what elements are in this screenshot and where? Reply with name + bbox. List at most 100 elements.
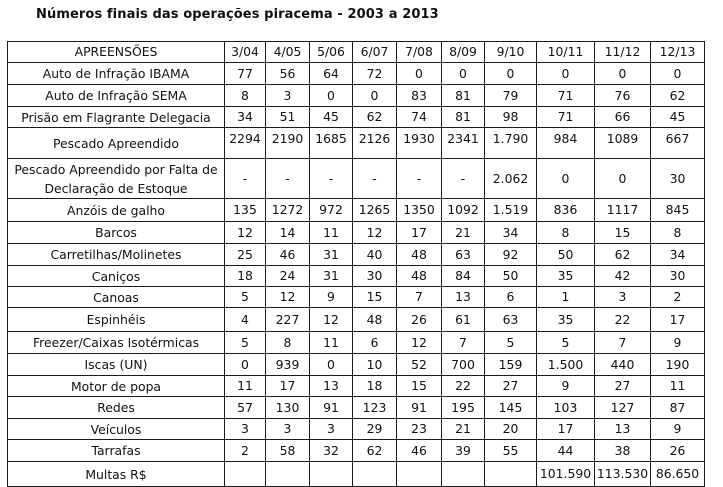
page-title: Números finais das operações piracema - … [36, 7, 439, 22]
header-cell-year: 4/05 [265, 41, 310, 63]
table-row: Pescado Apreendido 2294 2190 1685 2126 1930 23… [7, 127, 705, 159]
value-cell: 113.530 [594, 461, 651, 487]
row-label: Iscas (UN) [7, 353, 225, 376]
value-cell: 1.519 [484, 198, 537, 222]
value-cell: 0 [441, 62, 485, 85]
value-cell: 81 [441, 84, 485, 107]
value-cell: 1265 [352, 198, 397, 222]
value-cell: 11 [650, 375, 705, 397]
table-row: Auto de Infração SEMA 8 3 0 0 83 81 79 71 76 62 [7, 84, 705, 107]
value-cell: 8 [536, 221, 595, 244]
header-cell-year: 5/06 [309, 41, 353, 63]
value-cell: 86.650 [650, 461, 705, 487]
value-cell: 71 [536, 84, 595, 107]
value-cell: 159 [484, 353, 537, 376]
value-cell: 127 [594, 396, 651, 419]
value-cell: 1.790 [484, 127, 537, 159]
value-cell: 15 [352, 286, 397, 308]
value-cell: 0 [536, 62, 595, 85]
table-row: Caniços 18 24 31 30 48 84 50 35 42 30 [7, 265, 705, 287]
value-cell: 50 [536, 243, 595, 266]
row-label: Caniços [7, 265, 225, 287]
value-cell: 4 [224, 307, 266, 332]
value-cell: 2.062 [484, 158, 537, 199]
value-cell: 0 [650, 62, 705, 85]
value-cell: 17 [265, 375, 310, 397]
value-cell: 1685 [309, 127, 353, 159]
header-cell-year: 11/12 [594, 41, 651, 63]
value-cell: 23 [396, 418, 442, 440]
value-cell: 103 [536, 396, 595, 419]
table-row: Auto de Infração IBAMA 77 56 64 72 0 0 0 0 0 0 [7, 62, 705, 85]
value-cell: 17 [536, 418, 595, 440]
value-cell: - [265, 158, 310, 199]
value-cell: 20 [484, 418, 537, 440]
value-cell: 2341 [441, 127, 485, 159]
value-cell: 845 [650, 198, 705, 222]
value-cell: 31 [309, 265, 353, 287]
value-cell: 91 [396, 396, 442, 419]
value-cell: 0 [536, 158, 595, 199]
value-cell: - [441, 158, 485, 199]
value-cell: 2 [224, 439, 266, 462]
value-cell: 18 [224, 265, 266, 287]
value-cell: 66 [594, 106, 651, 128]
value-cell: 62 [650, 84, 705, 107]
header-cell-year: 10/11 [536, 41, 595, 63]
value-cell: 34 [224, 106, 266, 128]
value-cell: 40 [352, 243, 397, 266]
value-cell: 135 [224, 198, 266, 222]
value-cell: 195 [441, 396, 485, 419]
value-cell: 1089 [594, 127, 651, 159]
value-cell: 45 [309, 106, 353, 128]
value-cell: 0 [309, 353, 353, 376]
value-cell: 42 [594, 265, 651, 287]
value-cell: 5 [224, 331, 266, 354]
value-cell: 87 [650, 396, 705, 419]
value-cell: 26 [396, 307, 442, 332]
value-cell: 30 [352, 265, 397, 287]
header-cell-label: APREENSÕES [7, 41, 225, 63]
value-cell: 21 [441, 221, 485, 244]
row-label: Pescado Apreendido por Falta de Declaraç… [7, 158, 225, 199]
table-row: Anzóis de galho 135 1272 972 1265 1350 1092 1.5… [7, 198, 705, 222]
row-label: Carretilhas/Molinetes [7, 243, 225, 266]
row-label: Anzóis de galho [7, 198, 225, 222]
row-label: Barcos [7, 221, 225, 244]
value-cell: 227 [265, 307, 310, 332]
value-cell: 7 [441, 331, 485, 354]
row-label: Freezer/Caixas Isotérmicas [7, 331, 225, 354]
value-cell: 13 [594, 418, 651, 440]
value-cell [265, 461, 310, 487]
value-cell [396, 461, 442, 487]
value-cell: 10 [352, 353, 397, 376]
value-cell: 3 [594, 286, 651, 308]
seizures-table: APREENSÕES 3/04 4/05 5/06 6/07 7/08 8/09… [7, 41, 705, 487]
value-cell: 92 [484, 243, 537, 266]
value-cell: 79 [484, 84, 537, 107]
value-cell: 83 [396, 84, 442, 107]
value-cell: 972 [309, 198, 353, 222]
value-cell: 55 [484, 439, 537, 462]
value-cell: 123 [352, 396, 397, 419]
value-cell: 91 [309, 396, 353, 419]
value-cell: 1.500 [536, 353, 595, 376]
value-cell: 9 [650, 331, 705, 354]
value-cell: 38 [594, 439, 651, 462]
table-row: Pescado Apreendido por Falta de Declaraç… [7, 158, 705, 199]
value-cell: 25 [224, 243, 266, 266]
table-header-row: APREENSÕES 3/04 4/05 5/06 6/07 7/08 8/09… [7, 41, 705, 63]
value-cell: 35 [536, 307, 595, 332]
value-cell: 58 [265, 439, 310, 462]
value-cell: 1117 [594, 198, 651, 222]
table-row: Barcos 12 14 11 12 17 21 34 8 15 8 [7, 221, 705, 244]
value-cell: - [224, 158, 266, 199]
value-cell: 46 [265, 243, 310, 266]
value-cell: 52 [396, 353, 442, 376]
value-cell: - [309, 158, 353, 199]
table-row: Iscas (UN) 0 939 0 10 52 700 159 1.500 440 190 [7, 353, 705, 376]
value-cell: 27 [594, 375, 651, 397]
row-label: Auto de Infração SEMA [7, 84, 225, 107]
table-row: Motor de popa 11 17 13 18 15 22 27 9 27 11 [7, 375, 705, 397]
header-cell-year: 3/04 [224, 41, 266, 63]
